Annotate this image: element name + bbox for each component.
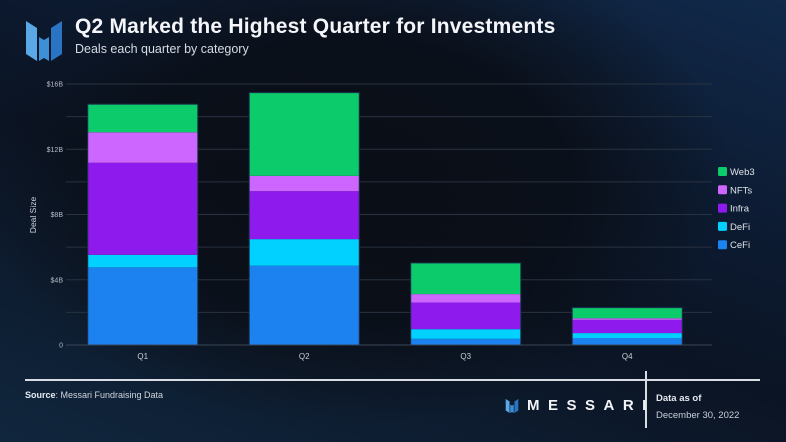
x-tick-label: Q4 — [622, 352, 633, 361]
legend-item-infra: Infra — [718, 203, 750, 215]
bars — [87, 92, 683, 346]
footer-vertical-divider — [645, 371, 647, 428]
bar-stack-q1 — [87, 103, 199, 346]
data-as-of-label: Data as of — [656, 393, 702, 404]
messari-logo-icon — [26, 21, 62, 61]
legend-item-nfts: NFTs — [718, 185, 752, 196]
x-tick-label: Q2 — [299, 352, 310, 361]
y-tick-label: $12B — [47, 147, 64, 154]
legend-swatch — [718, 240, 727, 250]
bar-segment-infra — [249, 191, 360, 240]
y-tick-label: $16B — [47, 82, 64, 89]
bar-segment-infra — [572, 319, 683, 334]
bar-segment-cefi — [249, 265, 360, 345]
bar-segment-cefi — [572, 337, 683, 345]
legend-item-cefi: CeFi — [718, 240, 750, 251]
brand-wordmark: MESSARI — [527, 397, 655, 414]
y-tick-label: $4B — [51, 277, 64, 284]
bar-segment-web3 — [87, 104, 198, 133]
legend-swatch — [718, 221, 727, 231]
bar-segment-web3 — [410, 262, 521, 295]
y-axis-ticks: 0 $4B $8B $12B $16B — [47, 82, 64, 350]
source-text: : Messari Fundraising Data — [55, 390, 164, 400]
messari-brand: MESSARI — [505, 397, 655, 414]
bar-segment-defi — [572, 333, 683, 338]
bar-segment-infra — [410, 302, 521, 330]
bar-segment-nfts — [249, 175, 360, 192]
messari-logo-icon — [505, 398, 519, 413]
y-tick-label: 0 — [59, 343, 63, 350]
bar-segment-nfts — [87, 132, 198, 163]
legend-label: NFTs — [730, 185, 752, 196]
x-tick-label: Q3 — [460, 352, 471, 361]
y-axis-label: Deal Size — [28, 197, 38, 234]
chart-title: Q2 Marked the Highest Quarter for Invest… — [75, 15, 556, 38]
bar-stack-q2 — [248, 92, 360, 346]
bar-segment-defi — [87, 254, 198, 268]
bar-segment-nfts — [572, 318, 683, 320]
footer-divider-line — [25, 379, 760, 381]
legend-label: Web3 — [730, 167, 755, 178]
legend-swatch — [718, 203, 727, 213]
stacked-bar-chart: 0 $4B $8B $12B $16B Deal Size Q1 Q2 Q3 Q4 Web3 N… — [28, 82, 755, 362]
bar-stack-q3 — [410, 262, 522, 346]
legend-label: Infra — [730, 204, 750, 215]
legend-item-web3: Web3 — [718, 167, 755, 178]
bar-segment-defi — [410, 329, 521, 339]
legend: Web3 NFTs Infra DeFi CeFi — [718, 167, 755, 251]
data-as-of-date: December 30, 2022 — [656, 410, 740, 421]
legend-label: CeFi — [730, 240, 750, 251]
bar-segment-cefi — [87, 267, 198, 345]
source-label: Source — [25, 390, 56, 400]
legend-item-defi: DeFi — [718, 221, 750, 233]
legend-swatch — [718, 167, 727, 176]
bar-stack-q4 — [571, 307, 683, 346]
chart-subtitle: Deals each quarter by category — [75, 42, 249, 56]
y-tick-label: $8B — [51, 212, 64, 219]
source-note: Source: Messari Fundraising Data — [25, 390, 163, 400]
bar-segment-nfts — [410, 294, 521, 303]
bar-segment-web3 — [249, 92, 360, 176]
bar-segment-web3 — [572, 307, 683, 319]
legend-swatch — [718, 185, 727, 195]
legend-label: DeFi — [730, 222, 750, 233]
bar-segment-defi — [249, 239, 360, 266]
bar-segment-infra — [87, 162, 198, 255]
x-axis-ticks: Q1 Q2 Q3 Q4 — [137, 352, 633, 361]
x-tick-label: Q1 — [137, 352, 148, 361]
bar-segment-cefi — [410, 338, 521, 345]
